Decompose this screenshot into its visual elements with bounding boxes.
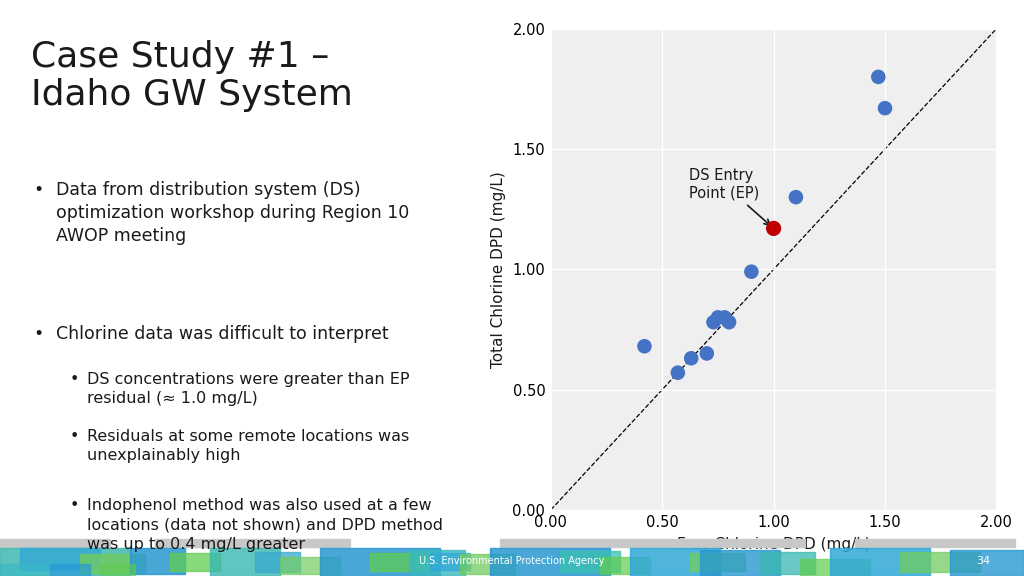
Text: Residuals at some remote locations was
unexplainably high: Residuals at some remote locations was u… bbox=[87, 429, 410, 463]
Bar bbox=[170, 553, 220, 571]
Text: •: • bbox=[70, 498, 79, 513]
Point bbox=[636, 342, 652, 351]
Bar bbox=[690, 553, 745, 571]
Text: U.S. Environmental Protection Agency: U.S. Environmental Protection Agency bbox=[419, 556, 605, 566]
Text: Chlorine data was difficult to interpret: Chlorine data was difficult to interpret bbox=[56, 325, 389, 343]
Text: •: • bbox=[34, 325, 44, 343]
Point bbox=[766, 224, 782, 233]
Text: 34: 34 bbox=[976, 556, 990, 566]
Bar bbox=[600, 558, 650, 574]
Point bbox=[787, 192, 804, 202]
Text: DS concentrations were greater than EP
residual (≈ 1.0 mg/L): DS concentrations were greater than EP r… bbox=[87, 372, 410, 406]
Point bbox=[743, 267, 760, 276]
Point bbox=[670, 368, 686, 377]
Bar bbox=[760, 552, 815, 574]
Point bbox=[721, 317, 737, 327]
Bar bbox=[130, 548, 185, 574]
Text: •: • bbox=[70, 429, 79, 444]
Bar bbox=[900, 552, 980, 572]
Bar bbox=[800, 559, 870, 576]
Text: •: • bbox=[34, 181, 44, 199]
Bar bbox=[319, 548, 440, 576]
Text: Data from distribution system (DS)
optimization workshop during Region 10
AWOP m: Data from distribution system (DS) optim… bbox=[56, 181, 410, 245]
Bar bbox=[830, 548, 930, 576]
Bar bbox=[280, 558, 340, 574]
Text: Case Study #1 –
Idaho GW System: Case Study #1 – Idaho GW System bbox=[31, 40, 352, 112]
Point bbox=[698, 349, 715, 358]
Bar bbox=[410, 550, 465, 576]
Bar bbox=[210, 548, 280, 576]
Bar bbox=[50, 564, 90, 576]
Bar bbox=[430, 553, 470, 570]
Bar bbox=[950, 550, 1024, 576]
Bar bbox=[0, 548, 130, 576]
Bar bbox=[155, 539, 350, 547]
Text: Indophenol method was also used at a few
locations (data not shown) and DPD meth: Indophenol method was also used at a few… bbox=[87, 498, 443, 552]
Bar bbox=[100, 564, 135, 576]
X-axis label: Free Chlorine DPD (mg/L): Free Chlorine DPD (mg/L) bbox=[677, 537, 870, 552]
Bar bbox=[0, 564, 50, 576]
Y-axis label: Total Chlorine DPD (mg/L): Total Chlorine DPD (mg/L) bbox=[490, 171, 506, 367]
Point bbox=[870, 73, 887, 82]
Bar bbox=[855, 539, 1015, 547]
Point bbox=[877, 104, 893, 113]
Text: DS Entry
Point (EP): DS Entry Point (EP) bbox=[689, 168, 770, 225]
Point bbox=[717, 313, 733, 322]
Bar bbox=[560, 551, 620, 572]
Point bbox=[710, 313, 726, 322]
Bar bbox=[630, 548, 720, 576]
Bar bbox=[255, 552, 300, 572]
Bar bbox=[490, 548, 610, 576]
Point bbox=[706, 317, 722, 327]
Bar bbox=[20, 548, 100, 570]
Point bbox=[683, 354, 699, 363]
Bar bbox=[0, 539, 110, 547]
Text: •: • bbox=[70, 372, 79, 386]
Bar bbox=[700, 550, 780, 576]
Bar bbox=[370, 553, 430, 571]
Bar bbox=[460, 554, 515, 574]
Bar bbox=[500, 539, 805, 547]
Bar bbox=[80, 554, 145, 573]
